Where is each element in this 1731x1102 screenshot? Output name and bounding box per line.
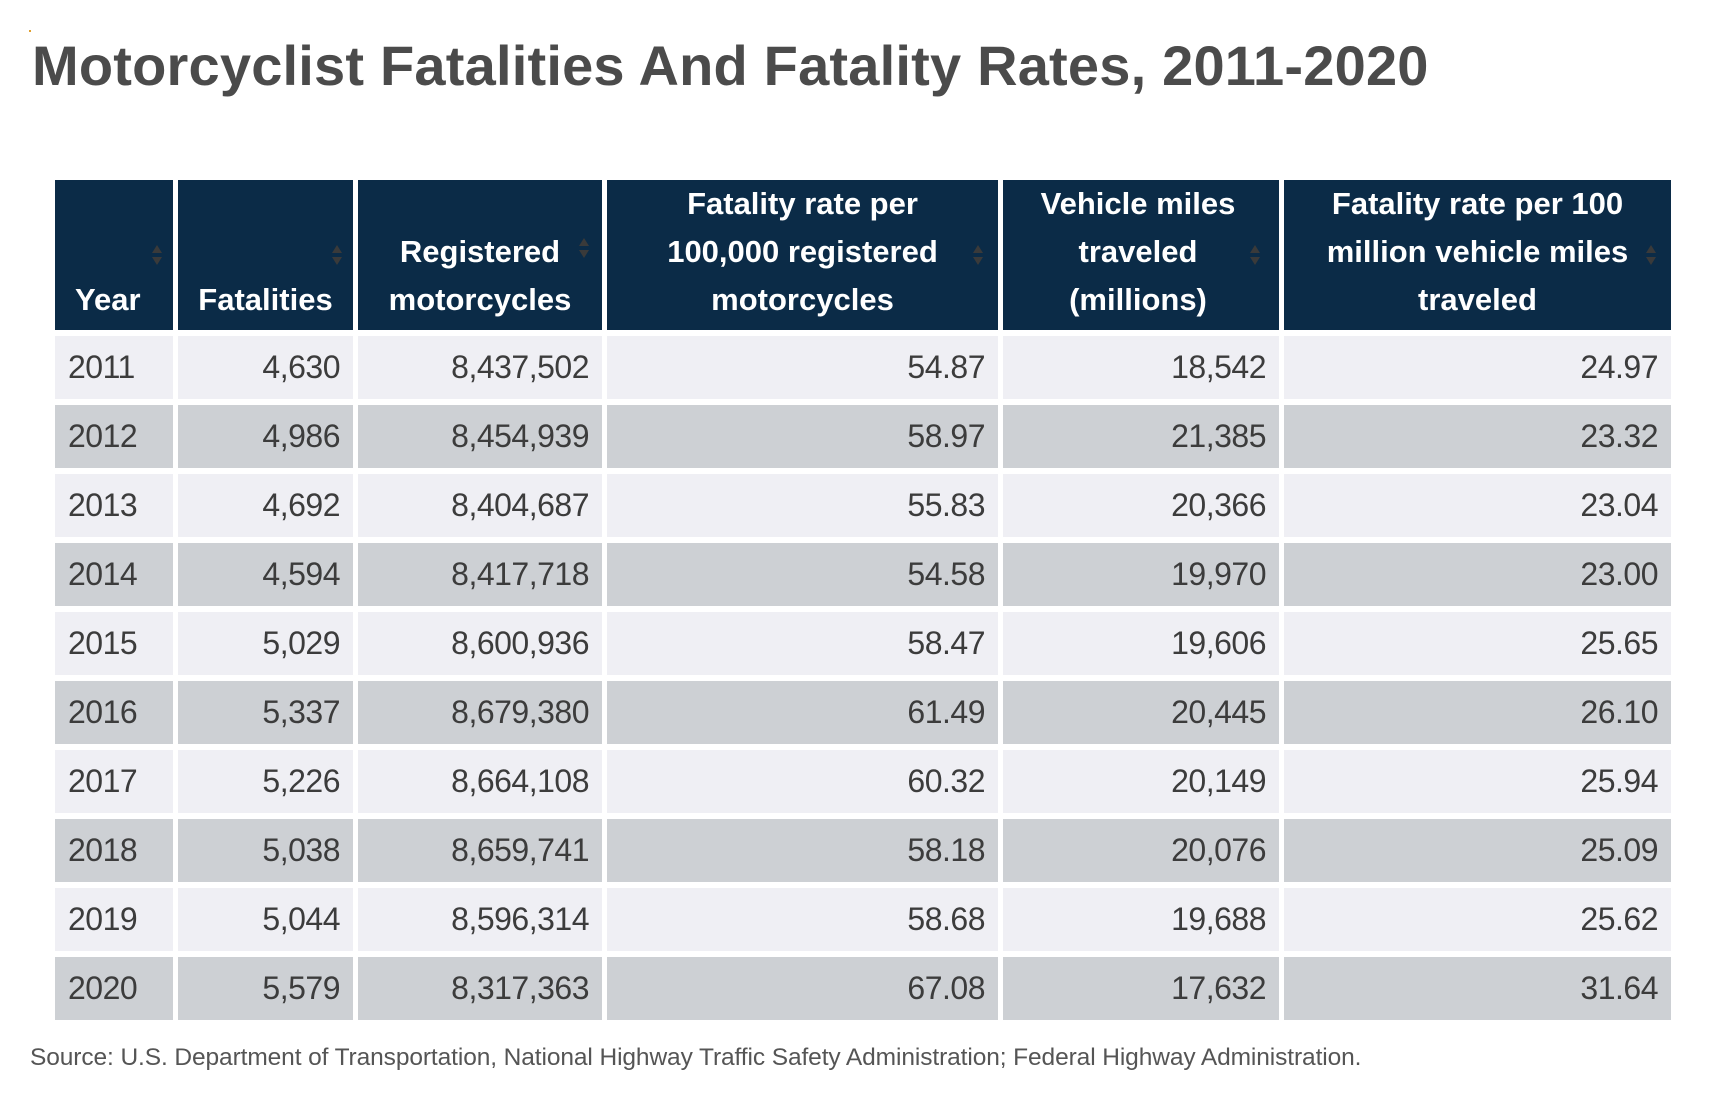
table-body: 2011 4,630 8,437,502 54.87 18,542 24.97 2012 4,…: [55, 336, 1671, 1020]
column-header-rate-vmt[interactable]: Fatality rate per 100 million vehicle mi…: [1284, 180, 1671, 330]
cell-rate-vmt: 23.04: [1284, 474, 1671, 537]
corner-mark: [29, 30, 31, 32]
cell-rate-vmt: 24.97: [1284, 336, 1671, 399]
column-header-rate-registered[interactable]: Fatality rate per 100,000 registered mot…: [607, 180, 998, 330]
sort-icon[interactable]: [578, 237, 590, 259]
cell-rate-registered: 54.58: [607, 543, 998, 606]
cell-year: 2016: [55, 681, 173, 744]
cell-fatalities: 4,692: [178, 474, 353, 537]
cell-vmt: 17,632: [1003, 957, 1279, 1020]
table-row: 2013 4,692 8,404,687 55.83 20,366 23.04: [55, 474, 1671, 537]
cell-rate-registered: 58.68: [607, 888, 998, 951]
table-row: 2017 5,226 8,664,108 60.32 20,149 25.94: [55, 750, 1671, 813]
cell-year: 2014: [55, 543, 173, 606]
page-title: Motorcyclist Fatalities And Fatality Rat…: [32, 34, 1429, 97]
cell-vmt: 20,076: [1003, 819, 1279, 882]
column-header-fatalities[interactable]: Fatalities: [178, 180, 353, 330]
column-header-label: Registered motorcycles: [388, 234, 572, 317]
cell-registered: 8,437,502: [358, 336, 602, 399]
cell-rate-registered: 61.49: [607, 681, 998, 744]
cell-registered: 8,600,936: [358, 612, 602, 675]
cell-fatalities: 5,579: [178, 957, 353, 1020]
column-header-year[interactable]: Year: [55, 180, 173, 330]
source-note: Source: U.S. Department of Transportatio…: [30, 1044, 1362, 1071]
cell-registered: 8,454,939: [358, 405, 602, 468]
cell-fatalities: 5,044: [178, 888, 353, 951]
column-header-label: Fatalities: [198, 282, 333, 317]
table-row: 2011 4,630 8,437,502 54.87 18,542 24.97: [55, 336, 1671, 399]
cell-rate-vmt: 25.65: [1284, 612, 1671, 675]
cell-rate-registered: 58.97: [607, 405, 998, 468]
column-header-label: Fatality rate per 100,000 registered mot…: [667, 186, 938, 317]
cell-year: 2015: [55, 612, 173, 675]
column-header-label: Fatality rate per 100 million vehicle mi…: [1326, 186, 1629, 317]
cell-rate-registered: 60.32: [607, 750, 998, 813]
cell-rate-registered: 55.83: [607, 474, 998, 537]
cell-rate-vmt: 26.10: [1284, 681, 1671, 744]
cell-registered: 8,596,314: [358, 888, 602, 951]
cell-rate-vmt: 23.32: [1284, 405, 1671, 468]
cell-year: 2017: [55, 750, 173, 813]
cell-rate-registered: 58.18: [607, 819, 998, 882]
sort-icon[interactable]: [331, 244, 343, 266]
cell-fatalities: 4,630: [178, 336, 353, 399]
column-header-registered-motorcycles[interactable]: Registered motorcycles: [358, 180, 602, 330]
cell-year: 2018: [55, 819, 173, 882]
cell-fatalities: 4,986: [178, 405, 353, 468]
cell-fatalities: 5,337: [178, 681, 353, 744]
cell-rate-vmt: 25.09: [1284, 819, 1671, 882]
cell-registered: 8,679,380: [358, 681, 602, 744]
cell-vmt: 20,366: [1003, 474, 1279, 537]
cell-rate-registered: 67.08: [607, 957, 998, 1020]
cell-fatalities: 5,038: [178, 819, 353, 882]
cell-registered: 8,659,741: [358, 819, 602, 882]
cell-rate-registered: 54.87: [607, 336, 998, 399]
column-header-label: Year: [75, 282, 141, 317]
cell-vmt: 19,970: [1003, 543, 1279, 606]
cell-vmt: 21,385: [1003, 405, 1279, 468]
sort-icon[interactable]: [151, 244, 163, 266]
table-row: 2019 5,044 8,596,314 58.68 19,688 25.62: [55, 888, 1671, 951]
cell-fatalities: 5,226: [178, 750, 353, 813]
table-row: 2018 5,038 8,659,741 58.18 20,076 25.09: [55, 819, 1671, 882]
table-row: 2012 4,986 8,454,939 58.97 21,385 23.32: [55, 405, 1671, 468]
table-row: 2014 4,594 8,417,718 54.58 19,970 23.00: [55, 543, 1671, 606]
sort-icon[interactable]: [1645, 244, 1657, 266]
cell-registered: 8,317,363: [358, 957, 602, 1020]
sort-icon[interactable]: [972, 244, 984, 266]
fatalities-table: Year Fatalities Registered motorcycles F…: [50, 174, 1676, 1026]
cell-year: 2013: [55, 474, 173, 537]
sort-icon[interactable]: [1249, 244, 1261, 266]
cell-year: 2019: [55, 888, 173, 951]
cell-vmt: 20,445: [1003, 681, 1279, 744]
header-row: Year Fatalities Registered motorcycles F…: [55, 180, 1671, 330]
cell-rate-vmt: 31.64: [1284, 957, 1671, 1020]
table-row: 2020 5,579 8,317,363 67.08 17,632 31.64: [55, 957, 1671, 1020]
table-row: 2016 5,337 8,679,380 61.49 20,445 26.10: [55, 681, 1671, 744]
cell-registered: 8,404,687: [358, 474, 602, 537]
cell-registered: 8,417,718: [358, 543, 602, 606]
cell-year: 2012: [55, 405, 173, 468]
table-row: 2015 5,029 8,600,936 58.47 19,606 25.65: [55, 612, 1671, 675]
cell-rate-registered: 58.47: [607, 612, 998, 675]
cell-rate-vmt: 23.00: [1284, 543, 1671, 606]
cell-year: 2011: [55, 336, 173, 399]
cell-vmt: 18,542: [1003, 336, 1279, 399]
cell-fatalities: 5,029: [178, 612, 353, 675]
cell-vmt: 19,606: [1003, 612, 1279, 675]
cell-rate-vmt: 25.62: [1284, 888, 1671, 951]
column-header-vehicle-miles[interactable]: Vehicle miles traveled (millions): [1003, 180, 1279, 330]
column-header-label: Vehicle miles traveled (millions): [1040, 186, 1236, 317]
cell-fatalities: 4,594: [178, 543, 353, 606]
cell-vmt: 19,688: [1003, 888, 1279, 951]
cell-registered: 8,664,108: [358, 750, 602, 813]
cell-vmt: 20,149: [1003, 750, 1279, 813]
cell-year: 2020: [55, 957, 173, 1020]
cell-rate-vmt: 25.94: [1284, 750, 1671, 813]
